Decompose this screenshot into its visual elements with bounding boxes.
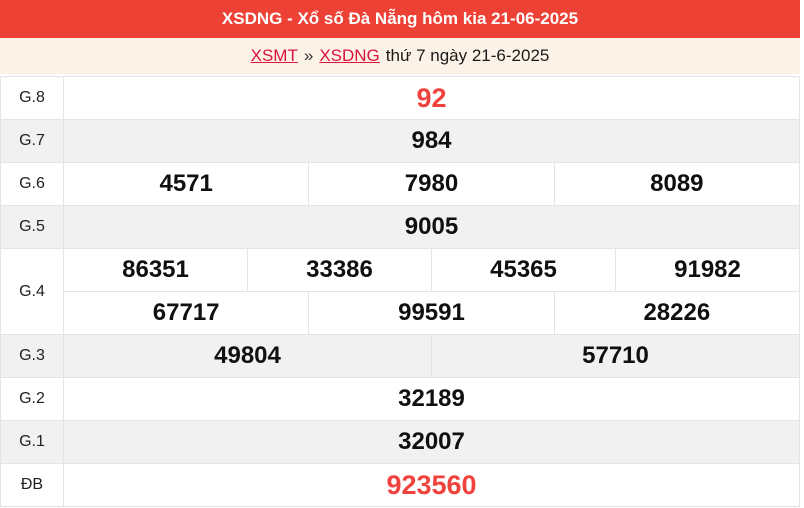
prize-subrow: 32189: [64, 378, 799, 420]
prize-subrow: 92: [64, 77, 799, 119]
prize-label-g2: G.2: [1, 378, 64, 420]
prize-label-g5: G.5: [1, 206, 64, 248]
prize-number: 57710: [431, 335, 799, 377]
prize-values-g6: 4571 7980 8089: [64, 163, 799, 205]
prize-subrow: 32007: [64, 421, 799, 463]
prize-label-g1: G.1: [1, 421, 64, 463]
prize-number: 33386: [247, 249, 431, 291]
prize-row-g7: G.7 984: [1, 119, 799, 162]
prize-number: 49804: [214, 342, 281, 369]
prize-row-g3: G.3 49804 57710: [1, 334, 799, 377]
prize-label-g8: G.8: [1, 77, 64, 119]
prize-row-db: ĐB 923560: [1, 463, 799, 506]
prize-label-g7: G.7: [1, 120, 64, 162]
prize-number: 86351: [122, 256, 189, 283]
prize-values-g4: 86351 33386 45365 91982 67717 99591 28226: [64, 249, 799, 334]
breadcrumb-separator: »: [303, 46, 314, 65]
prize-number: 984: [411, 127, 452, 154]
prize-label-g4: G.4: [1, 249, 64, 334]
prize-values-g5: 9005: [64, 206, 799, 248]
prize-values-db: 923560: [64, 464, 799, 506]
results-table: G.8 92 G.7 984 G.6 4571 7980 8089 G.5 9005 G.4 8635…: [0, 76, 800, 507]
prize-values-g3: 49804 57710: [64, 335, 799, 377]
prize-subrow: 4571 7980 8089: [64, 163, 799, 205]
prize-number: 92: [416, 82, 447, 113]
prize-number: 91982: [615, 249, 799, 291]
header-bar: XSDNG - Xổ số Đà Nẵng hôm kia 21-06-2025: [0, 0, 800, 38]
prize-values-g7: 984: [64, 120, 799, 162]
prize-number: 32007: [398, 428, 465, 455]
prize-label-g6: G.6: [1, 163, 64, 205]
prize-number: 4571: [159, 170, 213, 197]
prize-number: 32189: [398, 385, 465, 412]
prize-number: 8089: [553, 163, 799, 205]
prize-subrow: 49804 57710: [64, 335, 799, 377]
prize-row-g6: G.6 4571 7980 8089: [1, 162, 799, 205]
breadcrumb: XSMT » XSDNG thứ 7 ngày 21-6-2025: [0, 38, 800, 74]
prize-row-g8: G.8 92: [1, 77, 799, 119]
prize-number: 7980: [308, 163, 553, 205]
prize-row-g2: G.2 32189: [1, 377, 799, 420]
breadcrumb-date: thứ 7 ngày 21-6-2025: [385, 46, 550, 65]
prize-row-g5: G.5 9005: [1, 205, 799, 248]
prize-number: 923560: [386, 469, 477, 500]
breadcrumb-link-xsmt[interactable]: XSMT: [250, 46, 298, 65]
prize-subrow: 984: [64, 120, 799, 162]
prize-number: 99591: [308, 292, 553, 334]
prize-values-g1: 32007: [64, 421, 799, 463]
prize-number: 9005: [404, 213, 459, 240]
prize-subrow: 86351 33386 45365 91982: [64, 249, 799, 291]
prize-number: 45365: [431, 249, 615, 291]
prize-row-g4: G.4 86351 33386 45365 91982 67717 99591 28226: [1, 248, 799, 334]
prize-values-g2: 32189: [64, 378, 799, 420]
prize-subrow: 9005: [64, 206, 799, 248]
breadcrumb-link-xsdng[interactable]: XSDNG: [319, 46, 380, 65]
prize-subrow: 923560: [64, 464, 799, 506]
page-title: XSDNG - Xổ số Đà Nẵng hôm kia 21-06-2025: [221, 9, 579, 28]
prize-number: 67717: [152, 299, 220, 326]
prize-row-g1: G.1 32007: [1, 420, 799, 463]
prize-label-g3: G.3: [1, 335, 64, 377]
prize-subrow: 67717 99591 28226: [64, 291, 799, 334]
prize-label-db: ĐB: [1, 464, 64, 506]
prize-values-g8: 92: [64, 77, 799, 119]
prize-number: 28226: [553, 292, 799, 334]
